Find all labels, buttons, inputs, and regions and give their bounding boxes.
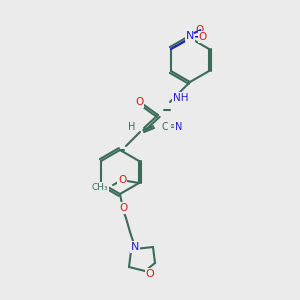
Text: N: N [186, 31, 194, 41]
Text: C: C [162, 122, 168, 132]
Text: N: N [131, 242, 139, 252]
Text: ≡: ≡ [169, 122, 177, 131]
Text: O: O [135, 97, 143, 107]
Text: N: N [175, 122, 183, 132]
Text: CH₃: CH₃ [92, 182, 108, 191]
Text: O: O [146, 269, 154, 279]
Text: NH: NH [173, 93, 188, 103]
Text: H: H [128, 122, 136, 132]
Text: O: O [199, 32, 207, 42]
Text: O: O [119, 203, 127, 213]
Text: O: O [196, 25, 204, 35]
Text: O: O [118, 175, 126, 185]
